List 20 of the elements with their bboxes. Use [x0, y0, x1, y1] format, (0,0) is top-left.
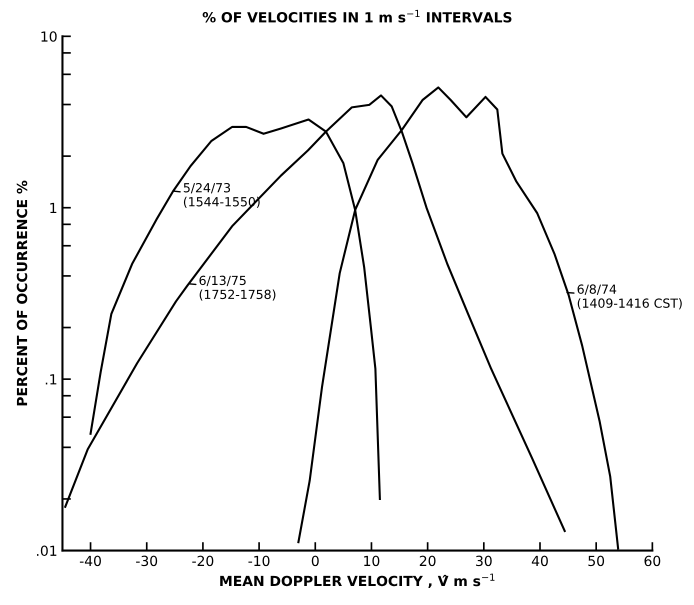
y-tick-label: .01 — [36, 546, 56, 556]
x-tick-label: -10 — [248, 556, 270, 566]
x-tick-label: -40 — [80, 556, 101, 566]
annotation: 6/8/74 (1409-1416 CST) — [578, 284, 682, 310]
y-tick-label: 10 — [41, 31, 57, 42]
y-tick-label: .1 — [46, 374, 56, 384]
x-tick-label: 10 — [364, 556, 380, 566]
x-tick-label: 30 — [476, 556, 492, 566]
y-axis-title: PERCENT OF OCCURRENCE % — [16, 180, 28, 406]
y-tick-label: 1 — [50, 202, 56, 213]
x-tick-label: 20 — [420, 556, 436, 566]
x-tick-label: 40 — [532, 556, 548, 566]
x-axis-title: MEAN DOPPLER VELOCITY , V̂ m s$^{−1}$ — [220, 574, 494, 588]
x-tick-label: 60 — [644, 556, 660, 566]
annotation: 6/13/75 (1752-1758) — [199, 276, 276, 301]
chart-title: % OF VELOCITIES IN 1 m s$^{−1}$ INTERVALS — [202, 10, 512, 23]
x-tick-label: 50 — [588, 556, 604, 566]
x-tick-label: -20 — [192, 556, 214, 566]
x-tick-label: 0 — [312, 556, 319, 566]
x-tick-label: -30 — [136, 556, 158, 566]
